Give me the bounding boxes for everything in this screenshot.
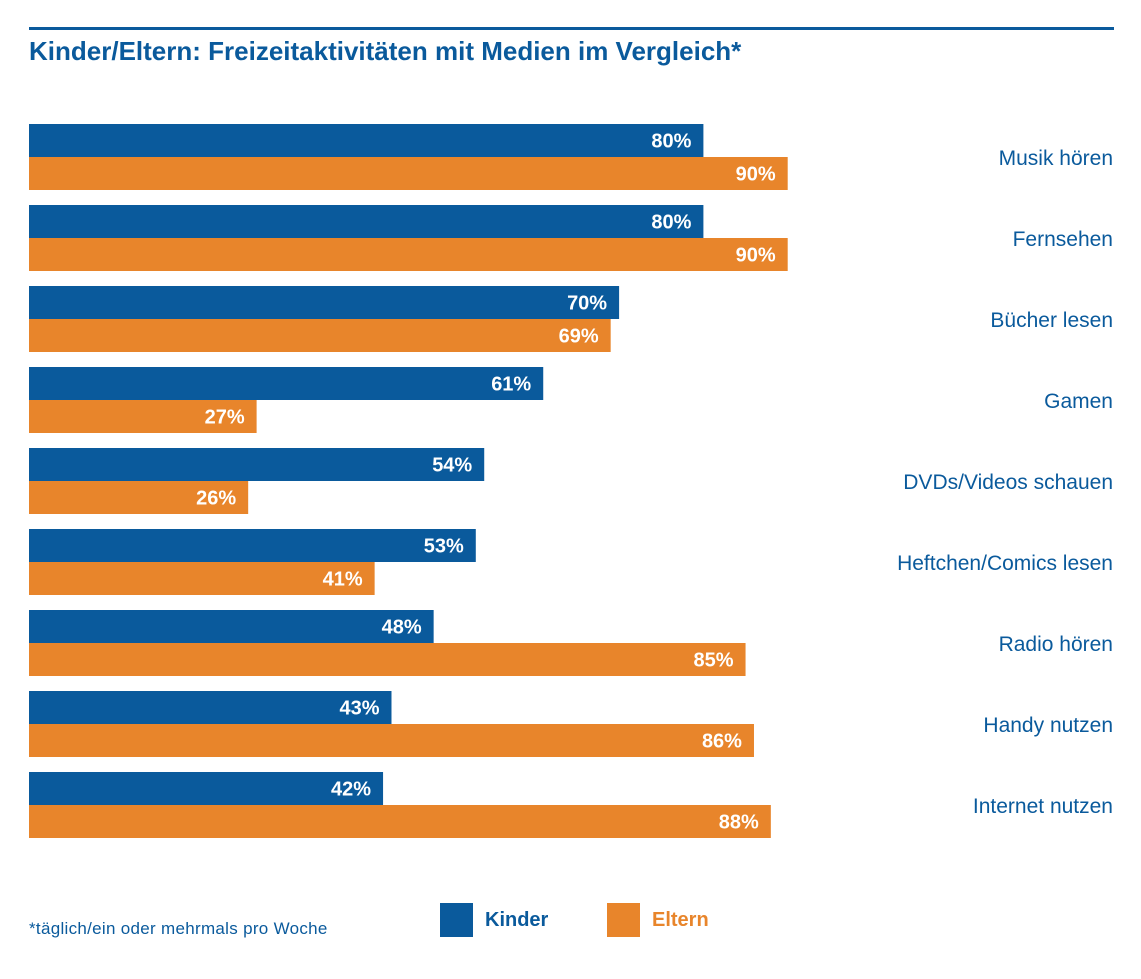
category-label-musik-hoeren: Musik hören: [999, 147, 1113, 170]
bar-eltern-dvds-videos-schauen: [29, 481, 249, 514]
category-label-radio-hoeren: Radio hören: [999, 633, 1113, 656]
data-label-eltern-fernsehen: 90%: [736, 245, 776, 267]
bar-kinder-gamen: [29, 367, 544, 400]
data-label-kinder-fernsehen: 80%: [651, 212, 691, 234]
bar-group-fernsehen: 80% 90% Fernsehen: [29, 205, 1113, 271]
bar-kinder-handy-nutzen: [29, 691, 392, 724]
bar-eltern-buecher-lesen: [29, 319, 611, 352]
data-label-eltern-musik-hoeren: 90%: [736, 164, 776, 186]
category-label-handy-nutzen: Handy nutzen: [983, 714, 1113, 737]
category-label-heftchen-comics-lesen: Heftchen/Comics lesen: [897, 552, 1113, 575]
bar-eltern-musik-hoeren: [29, 157, 788, 190]
chart-title: Kinder/Eltern: Freizeitaktivitäten mit M…: [29, 36, 742, 66]
bar-group-buecher-lesen: 70% 69% Bücher lesen: [29, 286, 1113, 352]
bar-kinder-buecher-lesen: [29, 286, 620, 319]
bar-eltern-gamen: [29, 400, 257, 433]
data-label-eltern-internet-nutzen: 88%: [719, 812, 759, 834]
bar-eltern-radio-hoeren: [29, 643, 746, 676]
bar-group-heftchen-comics-lesen: 53% 41% Heftchen/Comics lesen: [29, 529, 1113, 595]
legend-swatch-eltern: [607, 903, 640, 937]
data-label-kinder-gamen: 61%: [491, 374, 531, 396]
bar-group-musik-hoeren: 80% 90% Musik hören: [29, 124, 1113, 190]
data-label-eltern-heftchen-comics-lesen: 41%: [323, 569, 363, 591]
legend-item-eltern: Eltern: [607, 903, 709, 937]
bar-eltern-handy-nutzen: [29, 724, 754, 757]
bar-eltern-internet-nutzen: [29, 805, 771, 838]
data-label-eltern-buecher-lesen: 69%: [559, 326, 599, 348]
data-label-kinder-heftchen-comics-lesen: 53%: [424, 536, 464, 558]
category-label-buecher-lesen: Bücher lesen: [990, 309, 1113, 332]
data-label-eltern-gamen: 27%: [205, 407, 245, 429]
bar-kinder-fernsehen: [29, 205, 704, 238]
category-label-dvds-videos-schauen: DVDs/Videos schauen: [903, 471, 1113, 494]
category-label-fernsehen: Fernsehen: [1013, 228, 1113, 251]
bar-eltern-heftchen-comics-lesen: [29, 562, 375, 595]
legend-label-eltern: Eltern: [652, 908, 709, 931]
bar-kinder-heftchen-comics-lesen: [29, 529, 476, 562]
bar-group-handy-nutzen: 43% 86% Handy nutzen: [29, 691, 1113, 757]
bar-kinder-radio-hoeren: [29, 610, 434, 643]
bar-group-radio-hoeren: 48% 85% Radio hören: [29, 610, 1113, 676]
data-label-kinder-musik-hoeren: 80%: [651, 131, 691, 153]
data-label-kinder-buecher-lesen: 70%: [567, 293, 607, 315]
bar-group-gamen: 61% 27% Gamen: [29, 367, 1113, 433]
legend-label-kinder: Kinder: [485, 908, 549, 931]
data-label-eltern-radio-hoeren: 85%: [694, 650, 734, 672]
bar-kinder-internet-nutzen: [29, 772, 384, 805]
category-label-internet-nutzen: Internet nutzen: [973, 795, 1113, 818]
data-label-kinder-dvds-videos-schauen: 54%: [432, 455, 472, 477]
category-label-gamen: Gamen: [1044, 390, 1113, 413]
bar-kinder-musik-hoeren: [29, 124, 704, 157]
legend-item-kinder: Kinder: [440, 903, 548, 937]
data-label-kinder-internet-nutzen: 42%: [331, 779, 371, 801]
data-label-eltern-dvds-videos-schauen: 26%: [196, 488, 236, 510]
bar-group-internet-nutzen: 42% 88% Internet nutzen: [29, 772, 1113, 838]
data-label-kinder-radio-hoeren: 48%: [382, 617, 422, 639]
title-rule: [29, 27, 1114, 30]
legend-swatch-kinder: [440, 903, 473, 937]
footnote: *täglich/ein oder mehrmals pro Woche: [29, 919, 328, 938]
bar-eltern-fernsehen: [29, 238, 788, 271]
data-label-kinder-handy-nutzen: 43%: [339, 698, 379, 720]
data-label-eltern-handy-nutzen: 86%: [702, 731, 742, 753]
bar-group-dvds-videos-schauen: 54% 26% DVDs/Videos schauen: [29, 448, 1113, 514]
bar-kinder-dvds-videos-schauen: [29, 448, 485, 481]
